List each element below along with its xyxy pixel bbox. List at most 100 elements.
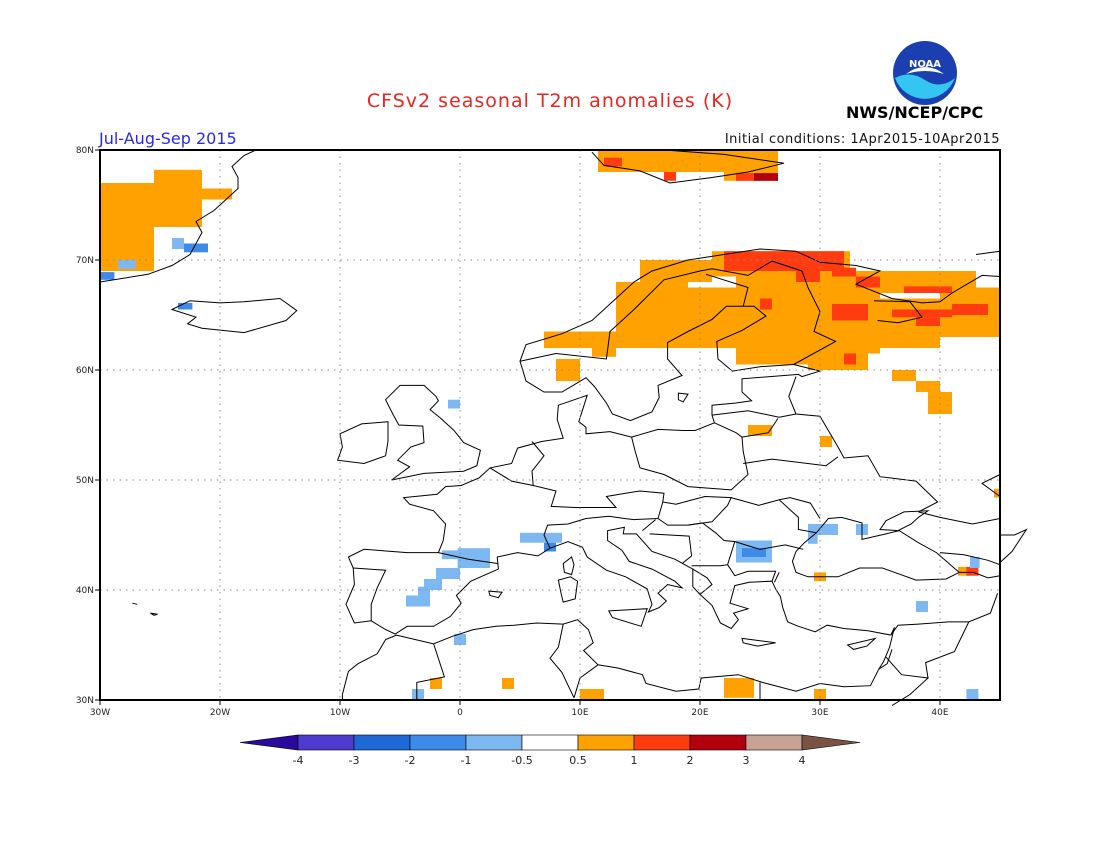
anomaly-cell — [760, 298, 772, 310]
anomaly-cell — [454, 634, 466, 645]
anomaly-cell — [736, 173, 754, 181]
colorbar-segment — [521, 734, 579, 751]
anomaly-cell — [808, 535, 818, 544]
anomaly-cell — [796, 271, 820, 282]
anomaly-cell — [178, 302, 193, 310]
anomaly-cell — [724, 251, 844, 271]
anomaly-cell — [820, 436, 832, 447]
anomaly-cell — [457, 548, 490, 568]
anomaly-cell — [580, 689, 604, 700]
colorbar-segment — [577, 734, 635, 751]
anomaly-cell — [844, 353, 856, 365]
anomaly-cell — [424, 579, 442, 590]
anomaly-cell — [970, 557, 980, 568]
anomaly-cell — [958, 566, 970, 576]
anomaly-cell — [556, 370, 580, 381]
anomaly-cell — [832, 304, 868, 321]
colorbar-segment — [409, 734, 467, 751]
lat-tick-label: 60N — [76, 366, 94, 376]
lon-tick-label: 20W — [210, 708, 230, 718]
anomaly-cell — [892, 370, 916, 381]
anomaly-cell — [966, 566, 979, 576]
anomaly-cell — [502, 678, 514, 689]
lat-tick-label: 80N — [76, 146, 94, 156]
anomaly-cell — [628, 337, 664, 348]
anomaly-cell — [640, 260, 712, 282]
anomaly-cell — [688, 287, 736, 348]
colorbar: -4 -3 -2 -1 -0.5 0.5 1 2 3 4 — [239, 734, 861, 767]
anomaly-cell — [742, 548, 766, 557]
anomaly-cell — [520, 532, 562, 543]
colorbar-label: 3 — [743, 754, 750, 767]
anomaly-cell — [814, 689, 826, 700]
chart-title: CFSv2 seasonal T2m anomalies (K) — [366, 90, 734, 112]
anomaly-cell — [154, 169, 202, 227]
anomaly-cell — [430, 678, 442, 689]
colorbar-label: -3 — [349, 754, 360, 767]
anomaly-cell — [442, 550, 460, 560]
anomaly-cell — [916, 601, 928, 612]
anomaly-cell — [100, 272, 115, 280]
colorbar-label: 4 — [799, 754, 806, 767]
lon-tick-label: 0 — [457, 708, 463, 718]
lon-tick-label: 20E — [691, 708, 708, 718]
anomaly-cell — [916, 317, 940, 326]
anomaly-cell — [808, 353, 868, 370]
lat-tick-label: 50N — [76, 476, 94, 486]
initial-conditions: Initial conditions: 1Apr2015-10Apr2015 — [724, 132, 1000, 147]
graticule — [100, 150, 1000, 700]
anomaly-cell — [172, 238, 184, 249]
colorbar-segment — [297, 734, 355, 751]
anomaly-cell — [832, 267, 856, 277]
colorbar-label: 0.5 — [569, 754, 587, 767]
anomaly-cell — [724, 678, 754, 698]
logo-text: NOAA — [909, 59, 941, 70]
anomaly-cell — [412, 689, 424, 700]
anomaly-cell — [448, 399, 460, 409]
map-frame — [99, 149, 1001, 701]
anomaly-cell — [928, 337, 940, 348]
anomaly-cell — [748, 425, 772, 436]
coastlines — [99, 149, 1028, 706]
lon-tick-label: 30W — [90, 708, 110, 718]
colorbar-arrow-high — [801, 734, 861, 751]
anomaly-cell — [808, 524, 838, 535]
anomaly-cell — [418, 586, 430, 596]
lon-tick-label: 40E — [931, 708, 948, 718]
lat-tick-label: 30N — [76, 696, 94, 706]
lat-tick-label: 70N — [76, 256, 94, 266]
anomaly-cell — [928, 392, 952, 414]
anomaly-cell — [598, 150, 724, 172]
anomaly-cell — [184, 243, 208, 253]
colorbar-label: -4 — [293, 754, 304, 767]
lat-tick-label: 40N — [76, 586, 94, 596]
anomaly-cell — [966, 689, 979, 700]
anomaly-cell — [856, 276, 880, 288]
lon-tick-label: 10E — [571, 708, 588, 718]
anomaly-cell — [754, 173, 778, 181]
lon-tick-label: 30E — [811, 708, 828, 718]
forecast-period: Jul-Aug-Sep 2015 — [99, 129, 237, 148]
colorbar-label: -1 — [461, 754, 472, 767]
colorbar-segment — [689, 734, 747, 751]
anomaly-cell — [202, 188, 232, 200]
lon-tick-label: 10W — [330, 708, 350, 718]
colorbar-segment — [745, 734, 803, 751]
colorbar-label: 2 — [687, 754, 694, 767]
anomaly-cell — [892, 309, 952, 318]
anomaly-cell — [952, 304, 988, 315]
agency-label: NWS/NCEP/CPC — [846, 103, 984, 122]
colorbar-label: 1 — [631, 754, 638, 767]
anomaly-cell — [406, 595, 430, 607]
colorbar-label: -2 — [405, 754, 416, 767]
anomaly-cell — [916, 381, 940, 392]
anomaly-cell — [604, 157, 622, 167]
anomaly-cell — [118, 260, 136, 269]
anomaly-cell — [100, 183, 154, 271]
colorbar-segment — [353, 734, 411, 751]
colorbar-arrow-low — [239, 734, 299, 751]
anomaly-cell — [904, 286, 952, 293]
anomaly-cell — [994, 488, 1000, 498]
anomaly-cell — [664, 172, 676, 181]
